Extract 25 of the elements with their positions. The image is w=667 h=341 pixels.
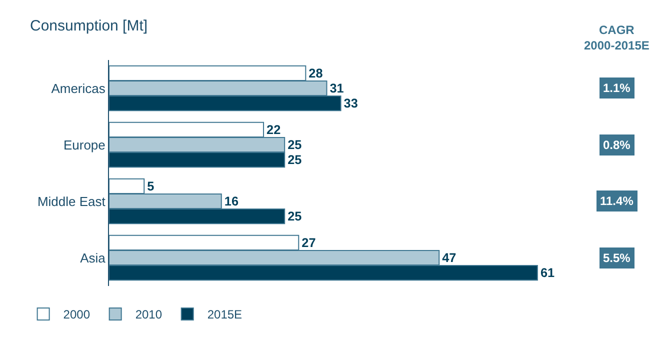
data-label: 22 (266, 123, 281, 138)
data-label: 27 (302, 236, 316, 250)
data-label: 5 (147, 180, 154, 194)
text: CAGR 2000-2015E (584, 23, 650, 53)
text: 1.1% (603, 81, 631, 95)
legend-label: 2010 (135, 308, 162, 322)
data-label: 47 (442, 251, 456, 266)
legend-label: 2015E (207, 308, 242, 322)
y-tick-label: Middle East (37, 194, 106, 209)
chart-title: Consumption [Mt] (30, 17, 148, 34)
y-tick-label: Americas (51, 80, 106, 96)
data-label: 25 (288, 153, 302, 168)
data-label: 31 (330, 82, 344, 96)
legend-label: 2000 (63, 308, 90, 322)
data-label: 25 (288, 210, 302, 224)
data-label: 61 (540, 266, 555, 280)
data-label: 25 (288, 138, 302, 152)
y-tick-label: Europe (63, 137, 106, 152)
data-label: 28 (308, 66, 323, 81)
text: 11.4% (600, 194, 634, 208)
text: 5.5% (603, 251, 631, 265)
y-tick-label: Asia (80, 250, 106, 266)
data-label: 16 (224, 194, 238, 209)
text: 0.8% (603, 138, 631, 152)
data-label: 33 (344, 96, 358, 111)
